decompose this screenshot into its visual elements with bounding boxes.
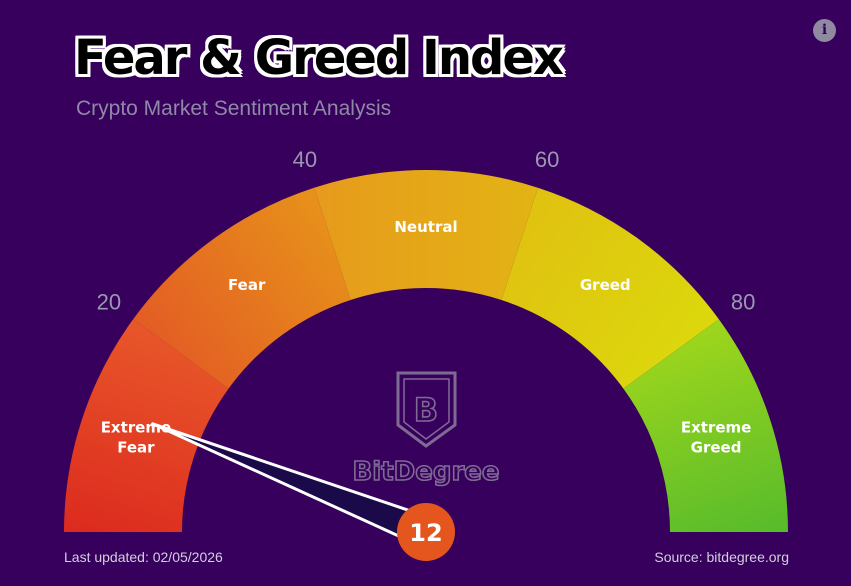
bitdegree-logo-icon xyxy=(396,371,457,448)
zone-label-greed: Greed xyxy=(580,276,631,294)
zone-label-fear: Fear xyxy=(228,276,266,294)
bitdegree-watermark: B BitDegree xyxy=(352,371,500,488)
zone-label-line: Neutral xyxy=(394,218,457,236)
gauge-ticks: 20 40 60 80 xyxy=(97,147,756,314)
zone-label-line: Greed xyxy=(691,439,742,457)
zone-label-line: Extreme xyxy=(681,419,751,437)
zone-label-neutral: Neutral xyxy=(394,218,457,236)
bitdegree-logo-inner xyxy=(403,378,450,440)
page-title: Fear & Greed Index xyxy=(74,30,564,86)
tick-label-60: 60 xyxy=(535,147,559,172)
gauge-needle: 12 xyxy=(151,422,455,561)
zone-label-extreme-greed: Extreme Greed xyxy=(681,419,751,457)
zone-label-line: Fear xyxy=(117,439,155,457)
zone-extreme-fear xyxy=(64,319,229,532)
zone-greed xyxy=(501,187,719,389)
tick-label-20: 20 xyxy=(97,290,121,315)
info-icon[interactable]: i xyxy=(813,19,836,42)
gauge-zones xyxy=(64,170,788,532)
bitdegree-logo-letter: B xyxy=(414,391,438,429)
tick-label-80: 80 xyxy=(731,290,755,315)
tick-label-40: 40 xyxy=(293,147,317,172)
value-label: 12 xyxy=(409,519,442,547)
page-subtitle: Crypto Market Sentiment Analysis xyxy=(76,97,392,120)
source-text: Source: bitdegree.org xyxy=(654,549,789,565)
zone-extreme-greed xyxy=(623,319,788,532)
zone-label-line: Fear xyxy=(228,276,266,294)
zone-fear xyxy=(133,187,351,389)
value-badge xyxy=(397,503,455,561)
last-updated-text: Last updated: 02/05/2026 xyxy=(64,549,223,565)
bitdegree-watermark-text: BitDegree xyxy=(352,457,499,487)
zone-neutral xyxy=(314,170,538,300)
zone-label-line: Greed xyxy=(580,276,631,294)
